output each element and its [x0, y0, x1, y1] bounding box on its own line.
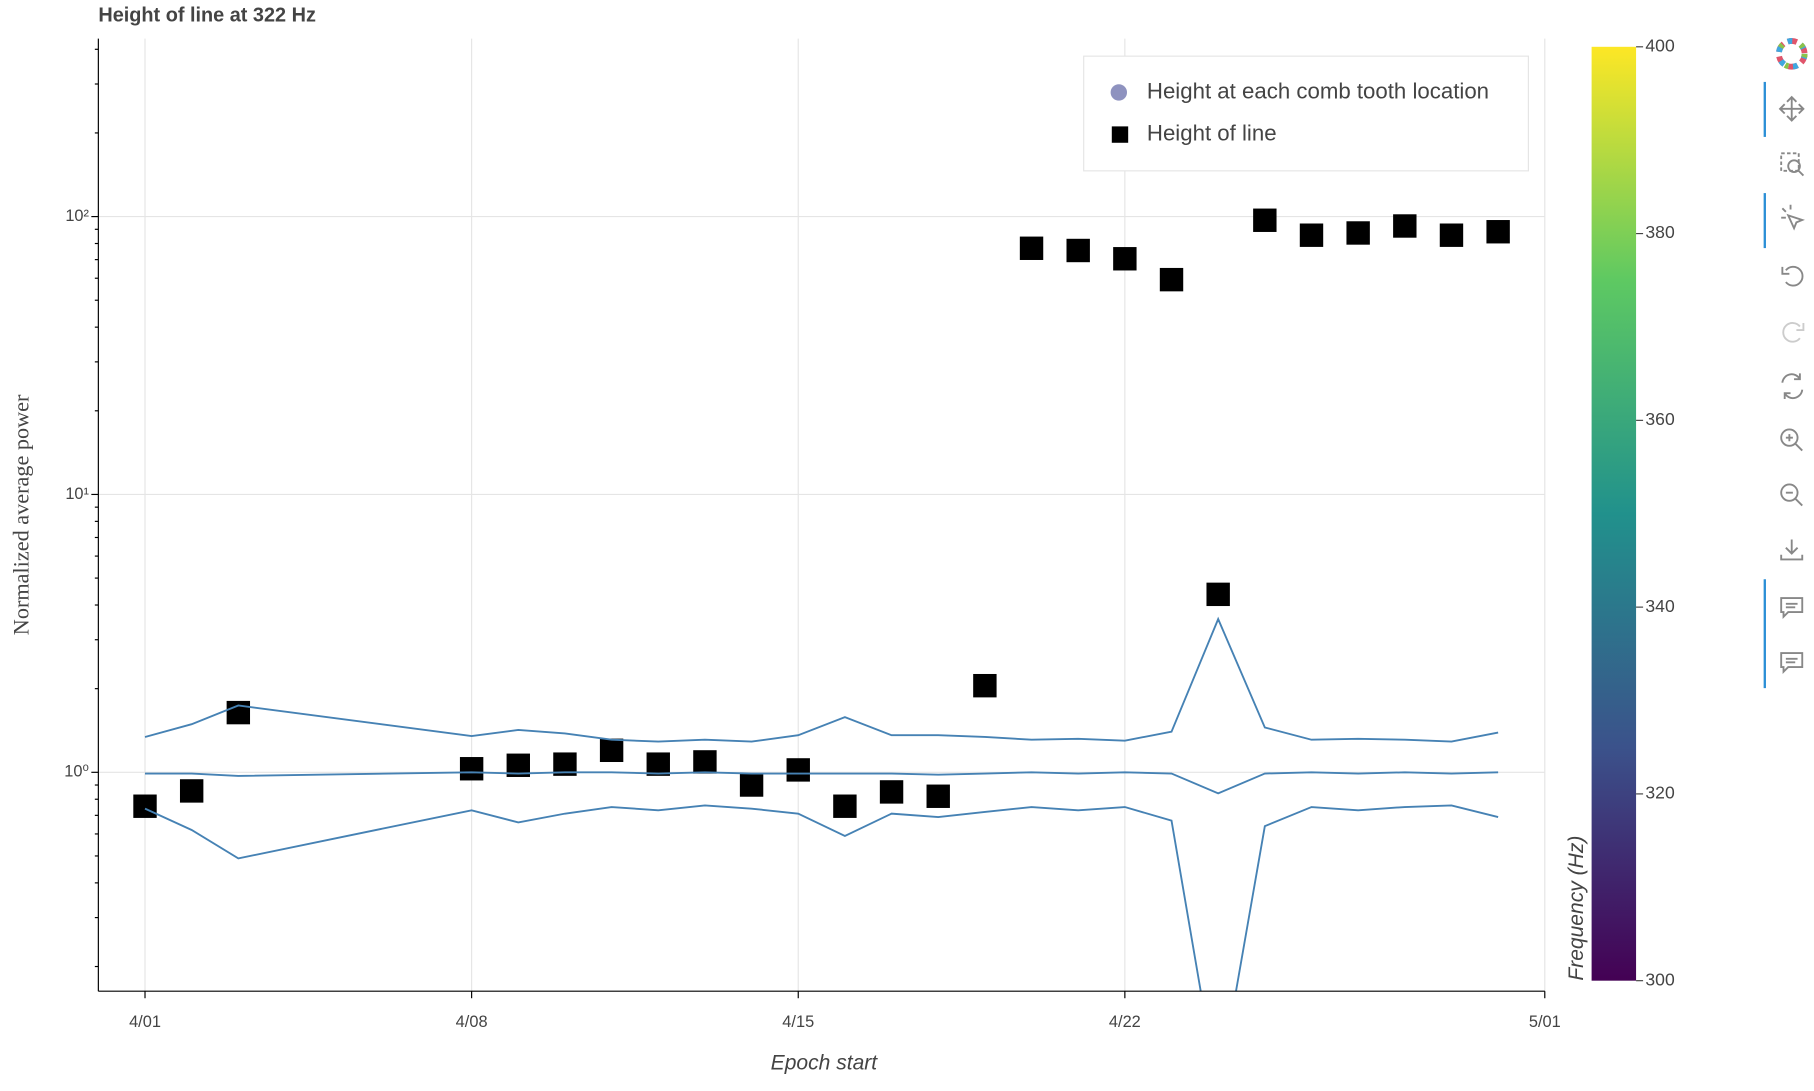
square-marker	[646, 752, 670, 776]
x-tick-label: 4/15	[782, 1013, 814, 1031]
square-marker	[1439, 223, 1464, 247]
plot-area	[133, 208, 1510, 992]
redo-tool[interactable]	[1782, 322, 1805, 343]
legend-box	[1083, 55, 1529, 172]
square-marker	[879, 780, 904, 804]
colorbar-tick-label: 340	[1645, 596, 1675, 616]
square-marker	[1113, 247, 1137, 271]
line	[144, 616, 1499, 743]
square-marker	[1346, 221, 1370, 245]
x-tick-label: 5/01	[1529, 1013, 1561, 1031]
square-marker	[1206, 582, 1230, 607]
y-tick-label: 10⁰	[64, 763, 89, 781]
toolbar	[1763, 38, 1808, 689]
square-marker	[1159, 267, 1184, 292]
colorbar-tick-label: 300	[1645, 969, 1675, 989]
line	[145, 771, 1499, 795]
square-marker	[693, 750, 717, 774]
legend-label: Height of line	[1147, 120, 1277, 145]
colorbar-gradient	[1591, 46, 1637, 981]
colorbar-tick-label: 400	[1645, 35, 1675, 55]
pan-tool[interactable]	[1778, 95, 1805, 122]
grid	[98, 38, 1546, 992]
legend-label: Height at each comb tooth location	[1147, 78, 1489, 103]
zoom-in-tool[interactable]	[1780, 428, 1803, 452]
square-marker	[1066, 238, 1090, 263]
x-tick-label: 4/01	[129, 1013, 161, 1031]
box-zoom-tool[interactable]	[1780, 152, 1805, 177]
square-marker	[506, 753, 530, 777]
square-marker	[833, 794, 857, 818]
colorbar-tick-label: 380	[1645, 222, 1675, 242]
legend-marker	[1111, 126, 1129, 143]
square-marker	[1393, 214, 1417, 238]
legend: Height at each comb tooth location Height…	[1083, 55, 1529, 172]
y-tick-label: 10¹	[65, 485, 89, 503]
save-tool[interactable]	[1780, 539, 1804, 561]
chart-title: Height of line at 322 Hz	[98, 5, 316, 27]
line	[144, 804, 1499, 992]
square-marker	[1253, 208, 1277, 232]
square-marker	[599, 738, 624, 763]
legend-marker	[1110, 84, 1128, 101]
square-marker	[226, 700, 251, 725]
square-marker	[133, 794, 157, 818]
square-marker	[973, 673, 997, 698]
square-marker	[1019, 236, 1044, 260]
x-tick-label: 4/08	[456, 1013, 488, 1031]
colorbar-tick-label: 360	[1645, 409, 1675, 429]
hover-tool[interactable]	[1780, 597, 1804, 619]
colorbar-tick-label: 320	[1645, 783, 1675, 803]
square-marker	[1486, 220, 1510, 244]
tap-tool[interactable]	[1781, 204, 1805, 231]
square-marker	[786, 758, 810, 782]
y-tick-label: 10²	[65, 207, 89, 225]
zoom-out-tool[interactable]	[1780, 483, 1803, 507]
colorbar-label: Frequency (Hz)	[1565, 836, 1588, 981]
reset-tool[interactable]	[1781, 373, 1804, 400]
square-marker	[459, 757, 484, 781]
square-marker	[553, 752, 577, 776]
colorbar: Frequency (Hz) 300 320 340 360 380 400	[1565, 35, 1675, 989]
square-marker	[1299, 223, 1324, 247]
x-axis-label: Epoch start	[771, 1051, 879, 1074]
logo	[1775, 38, 1808, 70]
y-axis-label: Normalized average power	[9, 394, 34, 635]
hover-tool[interactable]	[1780, 652, 1804, 674]
square-marker	[179, 779, 204, 803]
undo-tool[interactable]	[1781, 265, 1804, 287]
x-tick-label: 4/22	[1109, 1013, 1141, 1031]
square-marker	[739, 773, 764, 797]
square-marker	[926, 784, 950, 808]
